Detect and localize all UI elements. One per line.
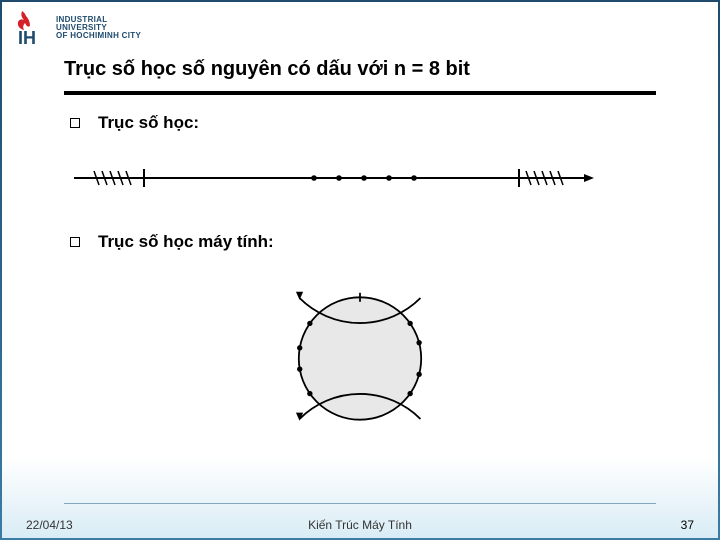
bullet-1-label: Trục số học: xyxy=(98,113,199,133)
logo: IH INDUSTRIAL UNIVERSITY OF HOCHIMINH CI… xyxy=(12,8,141,48)
bottom-rule xyxy=(64,503,656,504)
number-line-diagram xyxy=(64,153,604,203)
content-area: Trục số học số nguyên có dấu với n = 8 b… xyxy=(64,58,656,444)
logo-mark-icon: IH xyxy=(12,8,52,48)
footer: 22/04/13 Kiến Trúc Máy Tính 37 xyxy=(2,518,718,532)
bullet-2: Trục số học máy tính: xyxy=(64,232,656,252)
footer-page: 37 xyxy=(681,518,694,532)
logo-text: INDUSTRIAL UNIVERSITY OF HOCHIMINH CITY xyxy=(56,16,141,40)
logo-line3: OF HOCHIMINH CITY xyxy=(56,32,141,40)
bullet-1: Trục số học: xyxy=(64,113,656,133)
footer-course: Kiến Trúc Máy Tính xyxy=(308,518,412,532)
bullet-2-label: Trục số học máy tính: xyxy=(98,232,274,252)
bullet-box-icon xyxy=(70,237,80,247)
bullet-box-icon xyxy=(70,118,80,128)
svg-text:IH: IH xyxy=(18,28,36,48)
title-underline xyxy=(64,91,656,95)
slide-frame: IH INDUSTRIAL UNIVERSITY OF HOCHIMINH CI… xyxy=(0,0,720,540)
circular-number-line-diagram xyxy=(210,264,510,444)
slide-title: Trục số học số nguyên có dấu với n = 8 b… xyxy=(64,58,656,81)
footer-date: 22/04/13 xyxy=(26,518,73,532)
circle-diagram-wrap xyxy=(64,264,656,444)
